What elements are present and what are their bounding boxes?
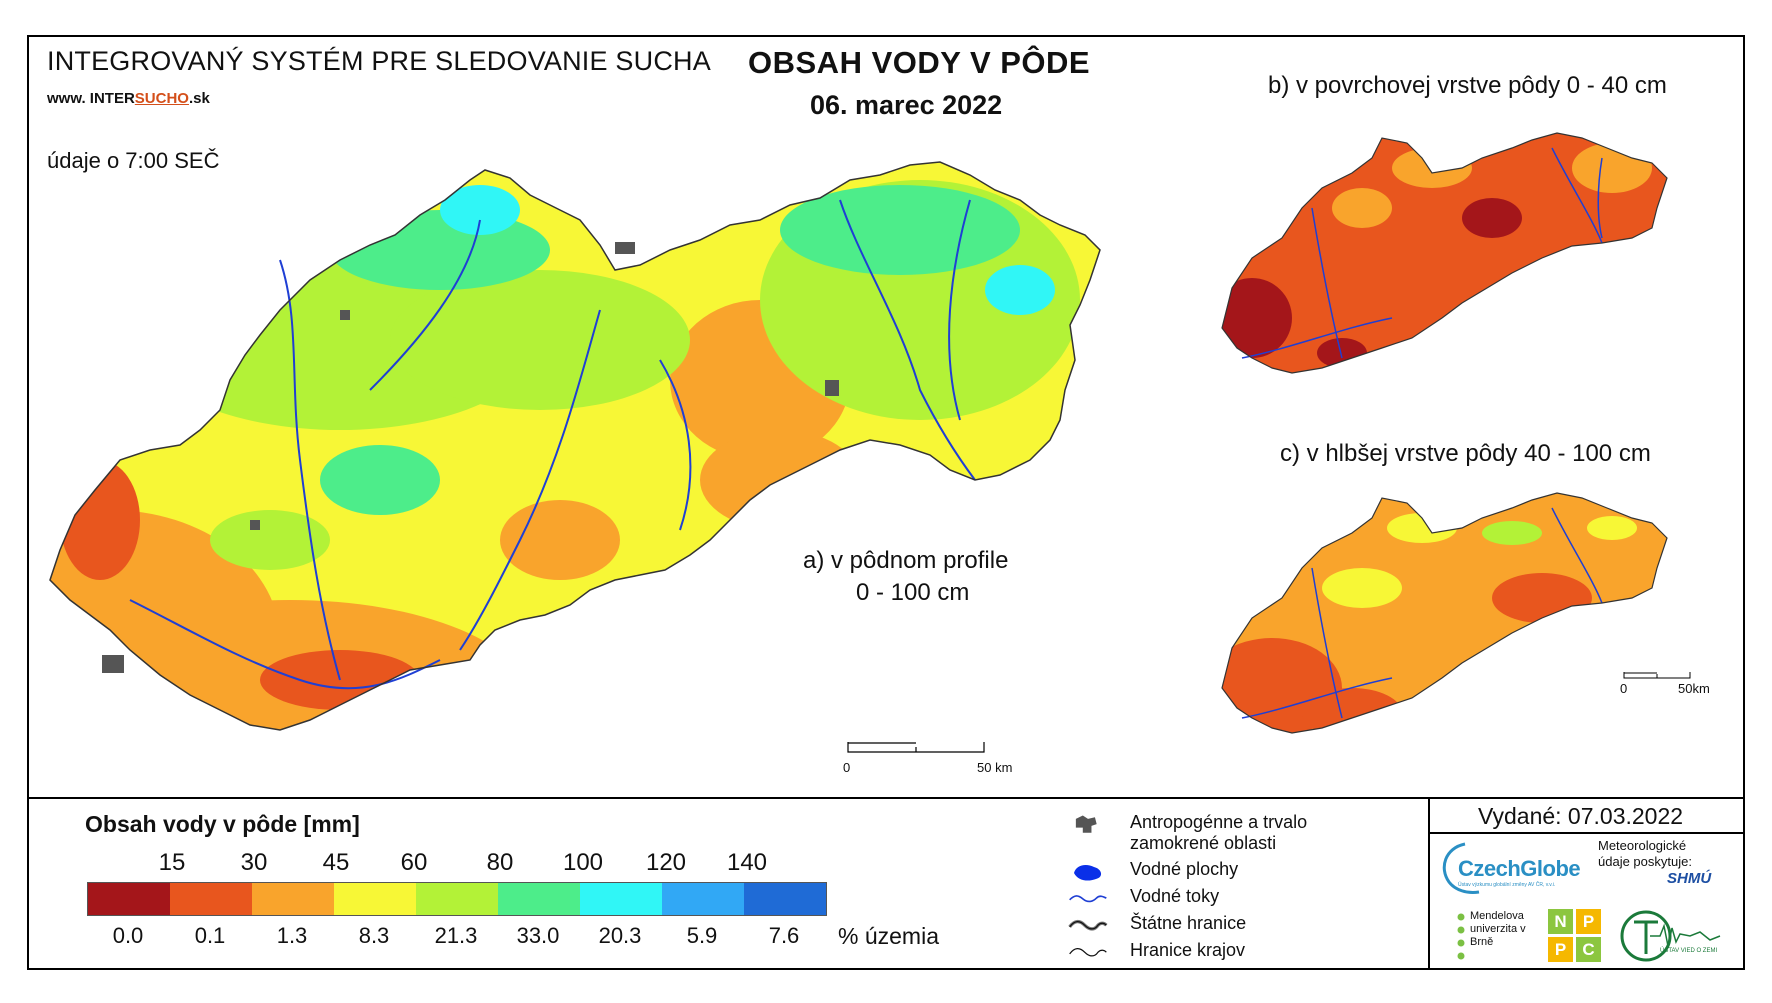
legend-color-cell [662, 883, 744, 915]
panel-c-label: c) v hlbšej vrstve pôdy 40 - 100 cm [1280, 440, 1651, 467]
legend-threshold: 120 [645, 849, 687, 876]
system-name: INTEGROVANÝ SYSTÉM PRE SLEDOVANIE SUCHA [47, 46, 711, 76]
state-border-icon [1068, 919, 1108, 931]
mendel-dots-icon [1457, 913, 1465, 960]
earth-science-institute-logo-icon: ÚSTAV VIED O ZEMI [1620, 910, 1721, 962]
legend-threshold: 45 [322, 849, 350, 876]
legend-color-cell [170, 883, 252, 915]
legend-color-bar [87, 882, 827, 916]
website-accent: SUCHO [134, 90, 189, 107]
nppc-letter: P [1576, 909, 1601, 934]
legend-percentage: 20.3 [598, 923, 642, 948]
footer-vertical-divider [1428, 797, 1430, 970]
water-body-icon [1074, 865, 1102, 881]
legend-threshold: 60 [400, 849, 428, 876]
legend-color-cell [498, 883, 580, 915]
legend-divider [27, 797, 1745, 799]
legend-color-cell [252, 883, 334, 915]
website-mid: INTER [89, 90, 135, 107]
legend-percentage: 21.3 [434, 923, 478, 948]
legend-percentage: 5.9 [686, 923, 718, 948]
mendel-name: Mendelova univerzita v Brně [1470, 910, 1526, 948]
nppc-logo: N P P C [1548, 909, 1602, 963]
symbol-water-streams: Vodné toky [1068, 886, 1408, 914]
legend-percentage: 8.3 [358, 923, 390, 948]
scale-main-start: 0 [843, 760, 851, 775]
legend-percentage: 0.0 [112, 923, 144, 948]
legend-color-cell [580, 883, 662, 915]
legend-percentage: 7.6 [768, 923, 800, 948]
page-title: OBSAH VODY V PÔDE [748, 45, 1091, 80]
scale-bar-small [1623, 672, 1691, 679]
website-suffix: .sk [188, 90, 210, 107]
nppc-letter: C [1576, 937, 1601, 962]
nppc-letter: N [1548, 909, 1573, 934]
legend-percentage: 33.0 [516, 923, 560, 948]
nppc-letter: P [1548, 937, 1573, 962]
page-date: 06. marec 2022 [810, 90, 1003, 120]
legend-color-cell [334, 883, 416, 915]
state-border-label: Štátne hranice [1130, 913, 1247, 933]
legend-color-cell [416, 883, 498, 915]
footer-horizontal-divider [1428, 832, 1745, 834]
legend-percentage: 1.3 [276, 923, 308, 948]
mendel-university-logo: Mendelova univerzita v Brně [1457, 910, 1550, 960]
legend-title: Obsah vody v pôde [mm] [85, 811, 360, 837]
symbol-anthropogenic: Antropogénne a trvalo zamokrené oblasti [1068, 812, 1408, 853]
water-stream-icon [1069, 895, 1107, 903]
shmu-logo: SHMÚ [1667, 870, 1712, 887]
legend-threshold: 30 [240, 849, 268, 876]
panel-a-depth: 0 - 100 cm [856, 579, 970, 606]
website-link[interactable]: www. INTERSUCHO.sk [47, 90, 210, 107]
map-panel-c [1221, 492, 1668, 734]
czechglobe-subtitle: Ústav výzkumu globální změny AV ČR, v.v.… [1458, 882, 1556, 888]
scale-small-start: 0 [1620, 681, 1628, 696]
legend-threshold: 140 [726, 849, 768, 876]
czechglobe-name: CzechGlobe [1458, 856, 1581, 881]
data-time: údaje o 7:00 SEČ [47, 148, 220, 173]
legend-threshold: 80 [486, 849, 514, 876]
legend-color-cell [88, 883, 170, 915]
panel-a-label: a) v pôdnom profile [803, 547, 1009, 574]
scale-main-end: 50 km [977, 760, 1013, 775]
symbol-state-border: Štátne hranice [1068, 913, 1408, 941]
issued-date: Vydané: 07.03.2022 [1478, 803, 1684, 829]
water-bodies-label: Vodné plochy [1130, 859, 1239, 879]
map-panel-a [49, 161, 1101, 731]
website-prefix: www. [47, 90, 86, 107]
map-panel-b [1221, 132, 1668, 374]
uvz-name: ÚSTAV VIED O ZEMI [1660, 947, 1717, 954]
symbol-region-border: Hranice krajov [1068, 940, 1408, 968]
water-streams-label: Vodné toky [1130, 886, 1220, 906]
legend-threshold: 15 [158, 849, 186, 876]
scale-small-end: 50km [1678, 681, 1710, 696]
legend-percentage: 0.1 [194, 923, 226, 948]
czechglobe-logo-icon [1442, 842, 1480, 894]
legend-threshold: 100 [562, 849, 604, 876]
region-border-label: Hranice krajov [1130, 940, 1246, 960]
anthropogenic-label: Antropogénne a trvalo zamokrené oblasti [1130, 812, 1308, 853]
met-data-label: Meteorologické údaje poskytuje: [1598, 838, 1692, 869]
scale-bar-main [847, 742, 985, 753]
legend-percent-unit: % územia [838, 923, 939, 949]
region-border-icon [1069, 948, 1107, 957]
anthropogenic-area-icon [1075, 815, 1097, 833]
panel-b-label: b) v povrchovej vrstve pôdy 0 - 40 cm [1268, 72, 1667, 99]
legend-color-cell [744, 883, 826, 915]
symbol-water-bodies: Vodné plochy [1068, 859, 1408, 887]
